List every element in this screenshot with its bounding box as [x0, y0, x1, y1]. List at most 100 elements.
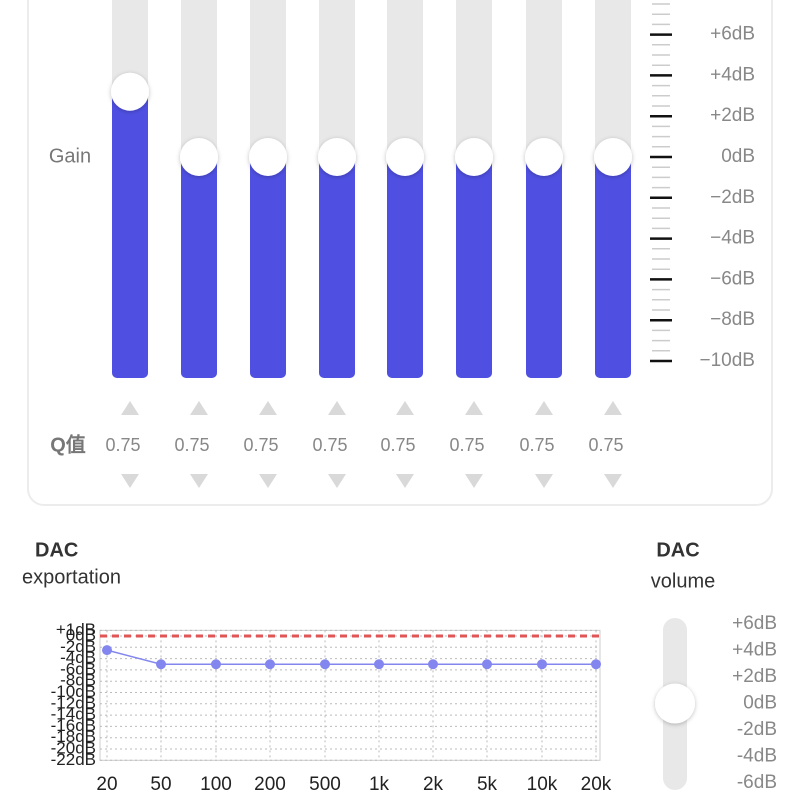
y-tick-label: -10dB	[51, 682, 96, 701]
volume-title: DAC	[656, 539, 699, 561]
q-value: 0.75	[519, 435, 554, 455]
x-tick-label: 20	[96, 774, 117, 795]
gain-knob[interactable]	[111, 72, 149, 111]
plot-area	[99, 629, 601, 761]
scale-label: +8dB	[710, 0, 755, 4]
gain-bar	[595, 157, 631, 378]
q-value: 0.75	[449, 435, 484, 455]
gain-knob[interactable]	[180, 138, 218, 176]
gain-bar	[387, 157, 423, 378]
x-tick-label: 200	[254, 774, 286, 795]
q-down-button[interactable]	[190, 474, 208, 488]
x-tick-label: 50	[150, 774, 171, 795]
x-tick-label: 20k	[581, 774, 612, 795]
scale-label: +4dB	[710, 64, 755, 85]
q-down-button[interactable]	[259, 474, 277, 488]
volume-tick-label: +6dB	[732, 613, 777, 634]
q-down-button[interactable]	[465, 474, 483, 488]
y-tick-label: -18dB	[51, 727, 96, 746]
gain-label: Gain	[49, 145, 91, 167]
x-tick-label: 5k	[477, 774, 498, 795]
point	[156, 659, 166, 670]
scale-label: −8dB	[710, 309, 755, 330]
gain-knob[interactable]	[318, 138, 356, 176]
q-value: 0.75	[312, 435, 347, 455]
q-down-button[interactable]	[328, 474, 346, 488]
point	[591, 659, 601, 670]
scale-label: +2dB	[710, 105, 755, 126]
y-tick-label: -16dB	[51, 716, 96, 735]
q-value: 0.75	[243, 435, 278, 455]
volume-tick-label: -4dB	[737, 746, 777, 767]
x-tick-label: 100	[200, 774, 232, 795]
dac-subtitle: exportation	[22, 566, 121, 588]
gain-bar	[112, 91, 148, 378]
y-tick-label: -8dB	[60, 671, 96, 690]
x-tick-label: 10k	[527, 774, 558, 795]
dac-title: DAC	[35, 539, 78, 561]
q-up-button[interactable]	[121, 401, 139, 415]
gain-bar	[319, 157, 355, 378]
q-down-button[interactable]	[535, 474, 553, 488]
gain-bar	[250, 157, 286, 378]
gain-knob[interactable]	[249, 138, 287, 176]
volume-subtitle: volume	[651, 570, 715, 592]
q-up-button[interactable]	[396, 401, 414, 415]
q-up-button[interactable]	[465, 401, 483, 415]
gain-knob[interactable]	[386, 138, 424, 176]
scale-label: −6dB	[710, 268, 755, 289]
scale-label: +6dB	[710, 24, 755, 45]
q-down-button[interactable]	[396, 474, 414, 488]
point	[320, 659, 330, 670]
q-up-button[interactable]	[604, 401, 622, 415]
q-up-button[interactable]	[535, 401, 553, 415]
y-tick-label: -4dB	[60, 648, 96, 667]
q-up-button[interactable]	[328, 401, 346, 415]
y-tick-label: -6dB	[60, 659, 96, 678]
q-up-button[interactable]	[190, 401, 208, 415]
point	[265, 659, 275, 670]
y-tick-label: +1dB	[56, 620, 96, 639]
y-tick-label: -2dB	[60, 637, 96, 656]
point	[211, 659, 221, 670]
y-tick-label: -20dB	[51, 738, 96, 757]
scale-label: −4dB	[710, 228, 755, 249]
volume-knob[interactable]	[655, 683, 695, 724]
volume-tick-label: 0dB	[743, 693, 777, 714]
point	[374, 659, 384, 670]
x-tick-label: 1k	[369, 774, 390, 795]
point	[102, 645, 112, 656]
point	[537, 659, 547, 670]
series-line	[106, 649, 596, 665]
y-tick-label: -14dB	[51, 705, 96, 724]
point	[428, 659, 438, 670]
y-tick-label: -12dB	[51, 693, 96, 712]
y-tick-label: 0dB	[66, 625, 96, 644]
gain-knob[interactable]	[594, 138, 632, 176]
q-value: 0.75	[105, 435, 140, 455]
gain-knob[interactable]	[525, 138, 563, 176]
scale-label: −2dB	[710, 187, 755, 208]
q-value: 0.75	[174, 435, 209, 455]
scale-label: 0dB	[721, 146, 755, 167]
q-value: 0.75	[588, 435, 623, 455]
q-label: Q值	[50, 432, 86, 456]
x-tick-label: 2k	[423, 774, 444, 795]
gain-bar	[526, 157, 562, 378]
scale-label: −10dB	[700, 350, 755, 371]
q-down-button[interactable]	[604, 474, 622, 488]
x-tick-label: 500	[309, 774, 341, 795]
gain-bar	[181, 157, 217, 378]
gain-bar	[456, 157, 492, 378]
volume-tick-label: -6dB	[737, 772, 777, 793]
volume-tick-label: +4dB	[732, 640, 777, 661]
gain-knob[interactable]	[455, 138, 493, 176]
volume-tick-label: -2dB	[737, 719, 777, 740]
q-up-button[interactable]	[259, 401, 277, 415]
q-value: 0.75	[380, 435, 415, 455]
y-tick-label: -22dB	[51, 750, 96, 769]
volume-tick-label: +2dB	[732, 666, 777, 687]
q-down-button[interactable]	[121, 474, 139, 488]
point	[482, 659, 492, 670]
